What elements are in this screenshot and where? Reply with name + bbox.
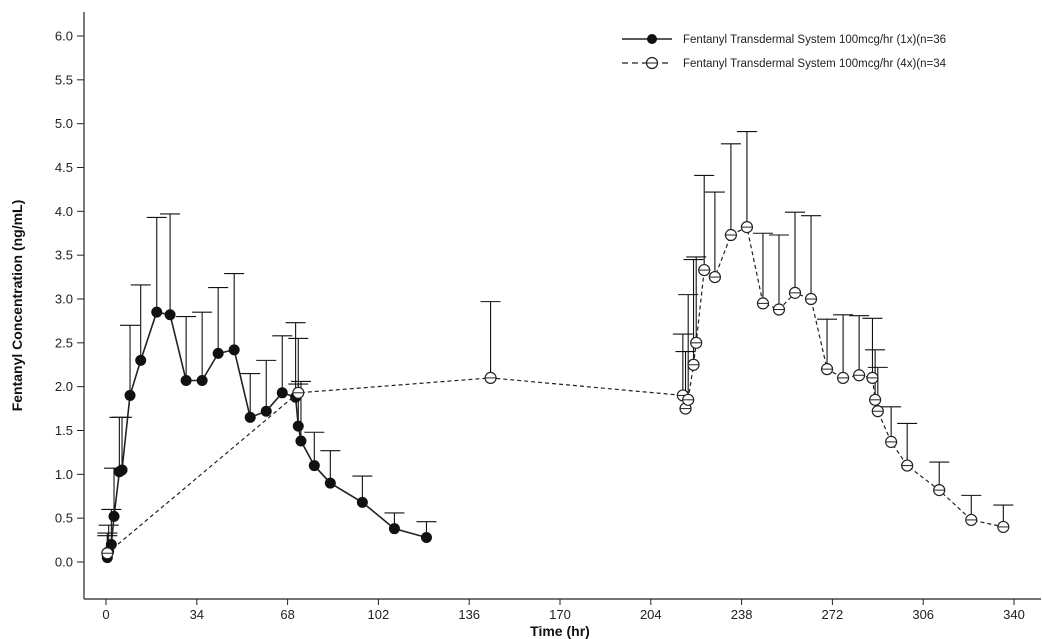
data-point-1x [244, 411, 256, 423]
data-point-1x [292, 420, 304, 432]
x-tick-label: 204 [640, 607, 662, 622]
legend-entry-4x: Fentanyl Transdermal System 100mcg/hr (4… [622, 56, 947, 70]
y-tick-label: 6.0 [55, 29, 73, 44]
data-point-1x [356, 496, 368, 508]
data-point-1x [260, 405, 272, 417]
x-tick-label: 34 [190, 607, 204, 622]
y-tick-label: 1.5 [55, 423, 73, 438]
y-axis-title: Fentanyl Concentration (ng/mL) [9, 200, 25, 412]
y-tick-label: 3.5 [55, 248, 73, 263]
data-point-1x [124, 389, 136, 401]
data-point-1x [276, 387, 288, 399]
y-tick-label: 4.0 [55, 204, 73, 219]
plot-area [97, 131, 1014, 564]
data-point-1x [196, 375, 208, 387]
y-tick-label: 2.5 [55, 335, 73, 350]
data-point-1x [135, 354, 147, 366]
legend-1x-marker [647, 34, 657, 44]
series-line-1x [106, 311, 427, 558]
x-tick-label: 0 [102, 607, 109, 622]
series-line-4x [106, 226, 1004, 554]
data-point-1x [116, 464, 128, 476]
y-tick-label: 5.5 [55, 72, 73, 87]
x-tick-label: 68 [280, 607, 294, 622]
y-tick-label: 0.5 [55, 511, 73, 526]
data-point-1x [308, 460, 320, 472]
y-tick-label: 1.0 [55, 467, 73, 482]
data-point-1x [212, 347, 224, 359]
legend-entry-1x: Fentanyl Transdermal System 100mcg/hr (1… [622, 34, 946, 46]
data-point-1x [228, 344, 240, 356]
y-tick-label: 0.0 [55, 555, 73, 570]
data-point-1x [151, 306, 163, 318]
x-tick-label: 170 [549, 607, 571, 622]
x-tick-label: 306 [912, 607, 934, 622]
x-tick-label: 272 [822, 607, 844, 622]
data-point-1x [164, 309, 176, 321]
legend-1x-label: Fentanyl Transdermal System 100mcg/hr (1… [683, 34, 946, 46]
y-tick-label: 3.0 [55, 292, 73, 307]
x-tick-label: 102 [368, 607, 390, 622]
axes: 0.0 0.5 1.0 1.5 2.0 2.5 3.0 3.5 4.0 4.5 5.0 5.5 6.0 0… [55, 12, 1041, 622]
y-tick-label: 4.5 [55, 160, 73, 175]
y-tick-label: 5.0 [55, 116, 73, 131]
x-tick-label: 340 [1003, 607, 1025, 622]
legend-4x-label: Fentanyl Transdermal System 100mcg/hr (4… [683, 58, 947, 70]
x-tick-label: 136 [458, 607, 480, 622]
data-point-1x [388, 523, 400, 535]
legend: Fentanyl Transdermal System 100mcg/hr (1… [622, 34, 947, 70]
data-point-1x [295, 435, 307, 447]
x-tick-label: 238 [731, 607, 753, 622]
series-4x [97, 131, 1014, 560]
data-point-1x [324, 477, 336, 489]
data-point-1x [108, 510, 120, 522]
y-tick-label: 2.0 [55, 379, 73, 394]
x-axis-title: Time (hr) [530, 623, 590, 639]
data-point-1x [420, 531, 432, 543]
data-point-1x [180, 375, 192, 387]
series-1x [97, 213, 437, 564]
